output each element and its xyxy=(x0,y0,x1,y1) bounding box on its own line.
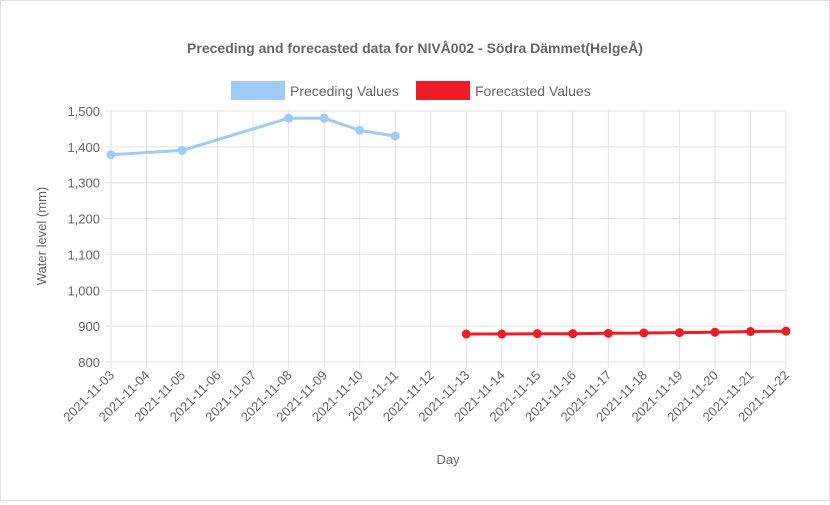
grid xyxy=(105,110,787,368)
legend: Preceding Values Forecasted Values xyxy=(231,81,591,100)
series-line-0 xyxy=(110,116,396,157)
data-point-series-1[interactable] xyxy=(639,328,649,338)
legend-label-forecasted[interactable]: Forecasted Values xyxy=(475,83,591,99)
chart-title: Preceding and forecasted data for NIVÅ00… xyxy=(187,40,643,56)
legend-swatch-preceding[interactable] xyxy=(231,81,285,100)
y-tick-label: 900 xyxy=(78,319,100,334)
data-point-series-0[interactable] xyxy=(319,113,329,123)
y-tick-label: 800 xyxy=(78,355,100,370)
data-point-series-0[interactable] xyxy=(355,125,365,135)
y-tick-label: 1,200 xyxy=(67,212,100,227)
data-point-series-1[interactable] xyxy=(461,329,471,339)
x-axis-ticks: 2021-11-032021-11-042021-11-052021-11-06… xyxy=(60,368,792,425)
y-tick-label: 1,500 xyxy=(67,104,100,119)
data-point-series-0[interactable] xyxy=(390,131,400,141)
data-point-series-0[interactable] xyxy=(106,150,116,160)
y-tick-label: 1,300 xyxy=(67,176,100,191)
y-tick-label: 1,100 xyxy=(67,247,100,262)
data-point-series-1[interactable] xyxy=(497,329,507,339)
series-line-1 xyxy=(466,329,787,336)
data-point-series-0[interactable] xyxy=(177,145,187,155)
legend-label-preceding[interactable]: Preceding Values xyxy=(290,83,399,99)
x-axis-label: Day xyxy=(436,452,460,467)
y-axis-label: Water level (mm) xyxy=(34,187,49,285)
data-point-series-1[interactable] xyxy=(710,327,720,337)
data-point-series-1[interactable] xyxy=(603,328,613,338)
data-point-series-1[interactable] xyxy=(532,329,542,339)
data-point-series-0[interactable] xyxy=(284,113,294,123)
data-point-series-1[interactable] xyxy=(568,329,578,339)
data-point-series-1[interactable] xyxy=(781,326,791,336)
series-layer xyxy=(106,113,791,339)
y-axis-ticks: 800 900 1,000 1,100 1,200 1,300 1,400 1,500 xyxy=(67,104,100,370)
legend-swatch-forecasted[interactable] xyxy=(416,81,470,100)
y-tick-label: 1,400 xyxy=(67,140,100,155)
data-point-series-1[interactable] xyxy=(745,327,755,337)
data-point-series-1[interactable] xyxy=(674,328,684,338)
y-tick-label: 1,000 xyxy=(67,283,100,298)
